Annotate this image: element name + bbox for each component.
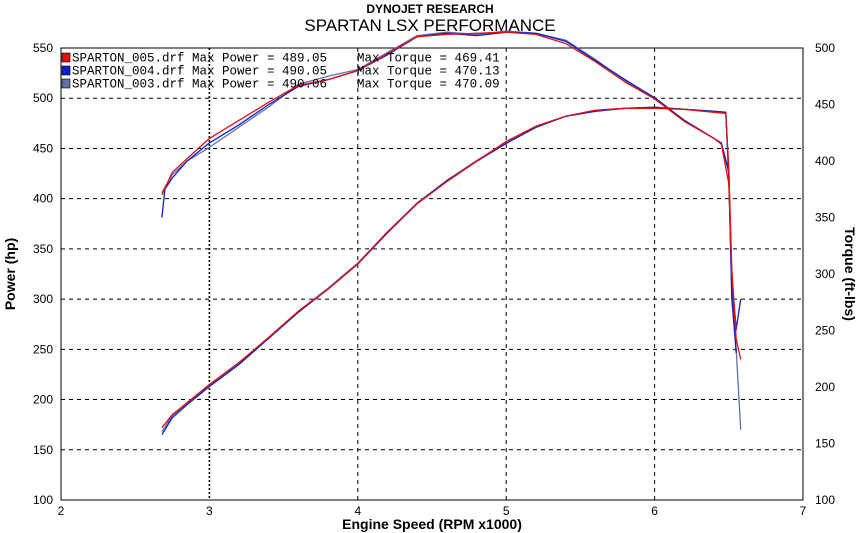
tick-labels: 2 3 4 5 6 7 100 150 200 250 300 350 400 450 500 550 100 1… xyxy=(33,41,835,518)
legend-entry: SPARTON_004.drf Max Power = 490.05 Max T… xyxy=(72,65,500,79)
y-axis-left-label: Power (hp) xyxy=(2,238,18,310)
power-line-sparton-004-drf xyxy=(161,106,742,436)
y-right-tick-label: 500 xyxy=(815,41,835,55)
legend: SPARTON_005.drf Max Power = 489.05 Max T… xyxy=(61,52,500,92)
chart-title: SPARTAN LSX PERFORMANCE xyxy=(304,16,556,35)
y-axis-right-label: Torque (ft-lbs) xyxy=(842,227,858,321)
y-right-tick-label: 150 xyxy=(815,437,835,451)
legend-entry: SPARTON_003.drf Max Power = 490.06 Max T… xyxy=(72,78,500,92)
torque-line-sparton-005-drf xyxy=(161,31,737,331)
y-right-tick-label: 350 xyxy=(815,211,835,225)
y-left-tick-label: 550 xyxy=(33,41,53,55)
y-left-tick-label: 350 xyxy=(33,242,53,256)
y-left-tick-label: 200 xyxy=(33,393,53,407)
y-left-tick-label: 400 xyxy=(33,192,53,206)
grid xyxy=(61,48,803,500)
x-tick-label: 3 xyxy=(206,504,213,518)
series-lines xyxy=(161,30,742,436)
legend-swatch xyxy=(61,65,71,76)
x-tick-label: 5 xyxy=(503,504,510,518)
chart-subtitle: DYNOJET RESEARCH xyxy=(366,2,494,16)
y-right-tick-label: 100 xyxy=(815,493,835,507)
y-right-tick-label: 450 xyxy=(815,98,835,112)
x-axis-label: Engine Speed (RPM x1000) xyxy=(342,516,522,532)
x-tick-label: 2 xyxy=(58,504,65,518)
y-right-tick-label: 300 xyxy=(815,267,835,281)
y-right-tick-label: 200 xyxy=(815,380,835,394)
legend-swatch xyxy=(61,52,71,63)
y-left-tick-label: 100 xyxy=(33,493,53,507)
y-left-tick-label: 250 xyxy=(33,342,53,356)
legend-swatch xyxy=(61,78,71,89)
y-left-tick-label: 450 xyxy=(33,141,53,155)
x-tick-label: 6 xyxy=(651,504,658,518)
y-right-tick-label: 400 xyxy=(815,154,835,168)
y-left-tick-label: 500 xyxy=(33,91,53,105)
y-right-tick-label: 250 xyxy=(815,324,835,338)
x-tick-label: 4 xyxy=(354,504,361,518)
legend-entry: SPARTON_005.drf Max Power = 489.05 Max T… xyxy=(72,52,500,66)
y-left-tick-label: 300 xyxy=(33,292,53,306)
y-left-tick-label: 150 xyxy=(33,443,53,457)
plot-area xyxy=(60,47,804,501)
power-line-sparton-005-drf xyxy=(161,107,742,429)
x-tick-label: 7 xyxy=(800,504,807,518)
